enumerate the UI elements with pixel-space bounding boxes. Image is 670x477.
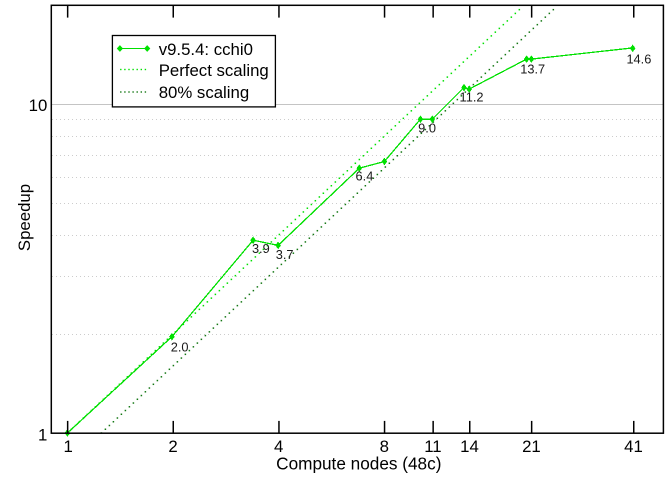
svg-text:80% scaling: 80% scaling (159, 83, 250, 102)
svg-text:3.9: 3.9 (252, 241, 270, 256)
svg-text:2: 2 (168, 437, 177, 456)
svg-text:Compute nodes (48c): Compute nodes (48c) (276, 454, 441, 474)
svg-text:6.4: 6.4 (356, 169, 374, 184)
svg-text:41: 41 (624, 437, 643, 456)
svg-text:8: 8 (380, 437, 389, 456)
svg-text:3.7: 3.7 (276, 247, 294, 262)
svg-text:v9.5.4: cchi0: v9.5.4: cchi0 (159, 40, 253, 59)
svg-text:2.0: 2.0 (171, 340, 189, 355)
svg-text:Perfect scaling: Perfect scaling (159, 61, 269, 80)
svg-text:1: 1 (64, 437, 73, 456)
svg-text:21: 21 (522, 437, 541, 456)
svg-text:11.2: 11.2 (460, 89, 484, 104)
svg-text:11: 11 (424, 437, 441, 456)
svg-text:10: 10 (29, 96, 48, 115)
svg-text:1: 1 (38, 426, 47, 445)
svg-text:14: 14 (460, 437, 479, 456)
svg-text:13.7: 13.7 (520, 62, 545, 77)
svg-text:14.6: 14.6 (626, 51, 651, 66)
svg-text:Speedup: Speedup (15, 184, 34, 251)
svg-text:4: 4 (274, 437, 283, 456)
svg-text:9.0: 9.0 (418, 121, 436, 136)
